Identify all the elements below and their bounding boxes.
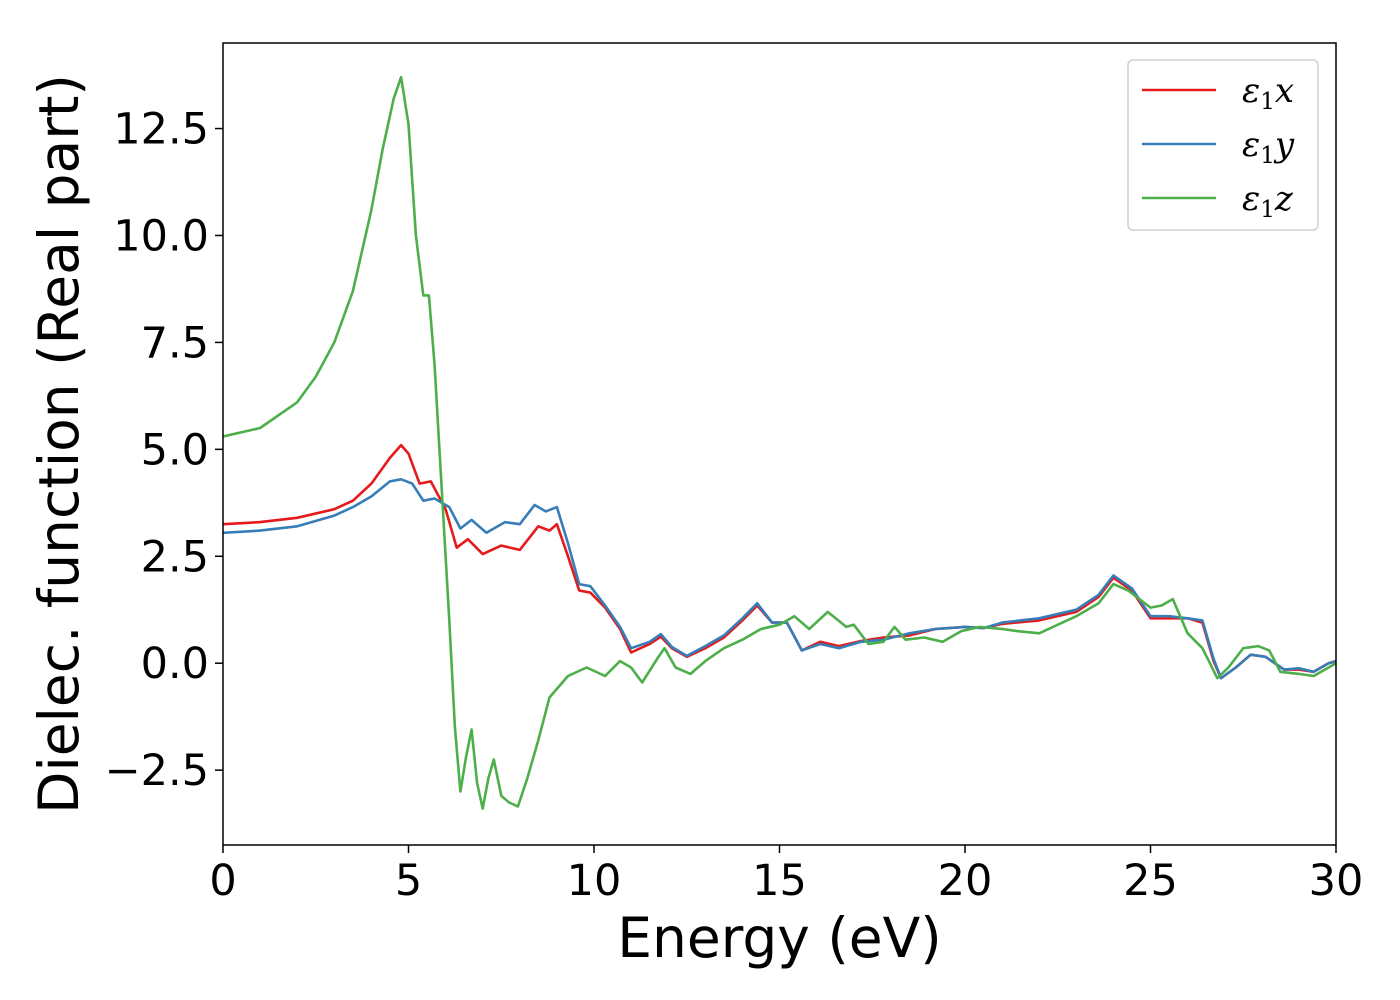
y-tick-label: 5.0	[141, 425, 209, 475]
x-tick-label: 30	[1309, 856, 1364, 906]
y-tick-label: 2.5	[141, 532, 209, 582]
x-tick-label: 10	[567, 856, 622, 906]
y-axis-title: Dielec. function (Real part)	[27, 74, 91, 814]
series-line-3	[223, 75, 1336, 810]
y-tick-label: 0.0	[141, 639, 209, 689]
legend-label-1: ε1x	[1242, 71, 1294, 115]
series-layer	[223, 75, 1336, 810]
legend-label-2: ε1y	[1242, 125, 1295, 169]
y-tick-label: 10.0	[113, 211, 209, 261]
x-tick-label: 5	[395, 856, 422, 906]
legend-label-3: ε1z	[1242, 179, 1294, 223]
y-tick-label: 12.5	[113, 105, 209, 155]
y-axis: −2.5 0.0 2.5 5.0 7.5 10.0 12.5	[105, 105, 223, 796]
legend-box	[1127, 59, 1319, 231]
x-tick-label: 20	[938, 856, 993, 906]
legend: ε1x ε1y ε1z	[1127, 59, 1319, 231]
x-axis: 0 5 10 15 20 25 30	[209, 845, 1363, 906]
y-tick-label: −2.5	[105, 746, 209, 796]
x-tick-label: 0	[209, 856, 236, 906]
series-line-2	[223, 478, 1336, 680]
y-tick-label: 7.5	[141, 318, 209, 368]
x-axis-title: Energy (eV)	[617, 906, 941, 970]
x-tick-label: 15	[752, 856, 807, 906]
x-tick-label: 25	[1123, 856, 1178, 906]
